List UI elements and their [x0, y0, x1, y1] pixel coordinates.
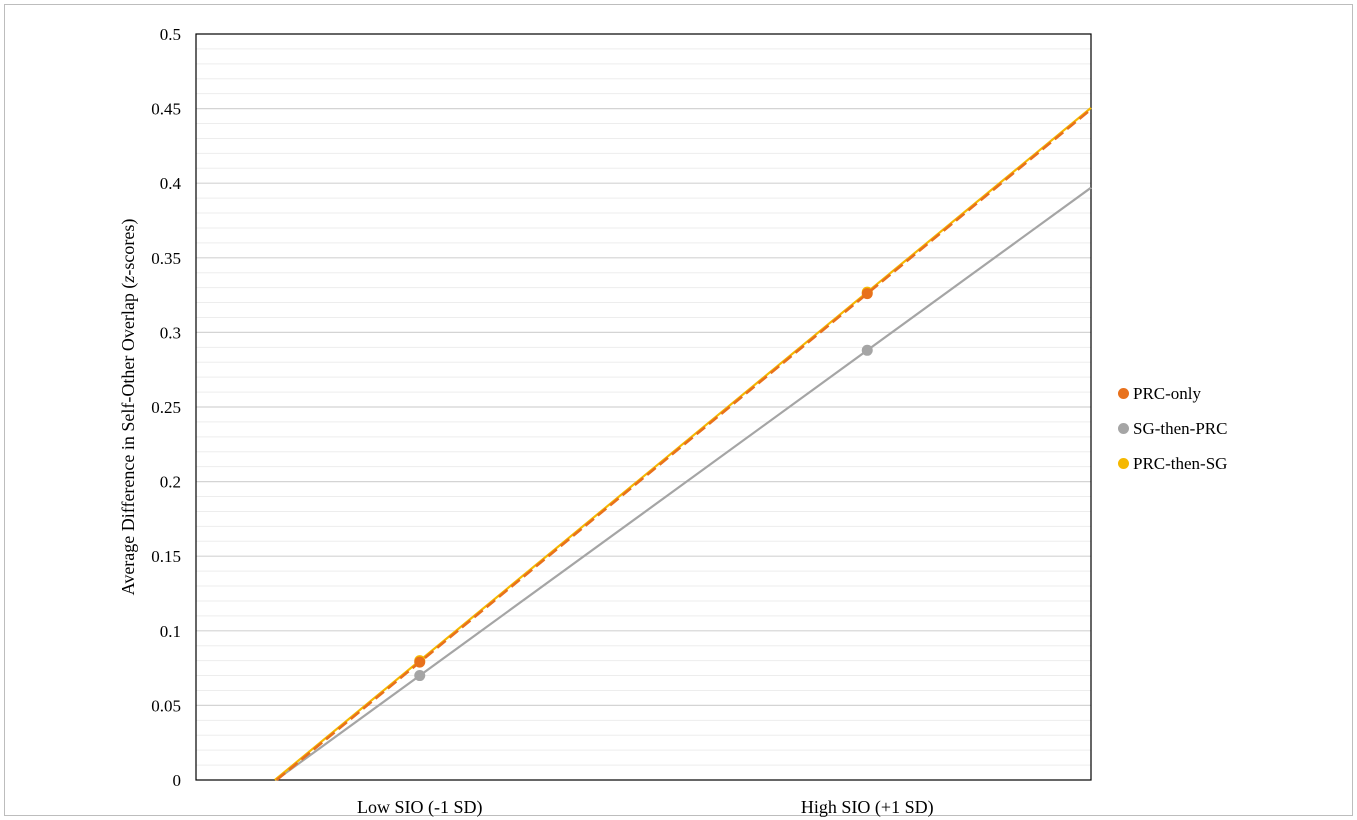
y-tick-label: 0 — [173, 771, 182, 790]
y-tick-label: 0.4 — [160, 174, 182, 193]
x-category-label: High SIO (+1 SD) — [801, 797, 934, 818]
legend-marker-sg-then-prc — [1118, 423, 1129, 434]
y-axis-label-part-3: -scores) — [118, 219, 139, 276]
series-group — [274, 107, 1092, 782]
series-line-prc-then-sg — [274, 107, 1092, 781]
data-point-prc-only — [414, 656, 426, 668]
legend-label-prc-only: PRC-only — [1133, 383, 1202, 403]
plot-area — [195, 33, 1092, 781]
legend-label-prc-then-sg: PRC-then-SG — [1133, 453, 1228, 473]
legend-item-sg-then-prc: SG-then-PRC — [1118, 411, 1227, 446]
y-tick-label: 0.15 — [151, 547, 181, 566]
y-tick-label: 0.2 — [160, 473, 181, 492]
y-axis-label: Average Difference in Self-Other Overlap… — [118, 219, 139, 596]
legend-marker-prc-then-sg — [1118, 458, 1129, 469]
y-axis-ticks: 0 0.05 0.1 0.15 0.2 0.25 0.3 0.35 0.4 0.45 0.5 — [151, 25, 181, 790]
y-tick-label: 0.05 — [151, 696, 181, 715]
data-point-prc-only — [861, 288, 873, 300]
series-line-prc-only — [275, 108, 1092, 782]
series-line-sg-then-prc — [275, 186, 1092, 781]
y-axis-label-part-1: Average Difference in Self-Other Overlap… — [118, 283, 139, 596]
y-tick-label: 0.45 — [151, 100, 181, 119]
y-tick-label: 0.25 — [151, 398, 181, 417]
y-axis-label-part-2: z — [118, 276, 138, 284]
legend: PRC-only SG-then-PRC PRC-then-SG — [1118, 376, 1227, 481]
legend-item-prc-only: PRC-only — [1118, 376, 1227, 411]
legend-label-sg-then-prc: SG-then-PRC — [1133, 418, 1228, 438]
y-tick-label: 0.35 — [151, 249, 181, 268]
gridlines — [196, 48, 1091, 766]
data-point-sg-then-prc — [861, 344, 873, 356]
x-category-label: Low SIO (-1 SD) — [357, 797, 483, 818]
y-tick-label: 0.5 — [160, 25, 181, 44]
legend-marker-prc-only — [1118, 388, 1129, 399]
data-point-sg-then-prc — [414, 670, 426, 682]
y-tick-label: 0.3 — [160, 323, 181, 342]
y-tick-label: 0.1 — [160, 622, 181, 641]
legend-item-prc-then-sg: PRC-then-SG — [1118, 446, 1227, 481]
chart-frame — [4, 4, 1353, 816]
x-axis-categories: Low SIO (-1 SD) High SIO (+1 SD) — [357, 797, 934, 818]
